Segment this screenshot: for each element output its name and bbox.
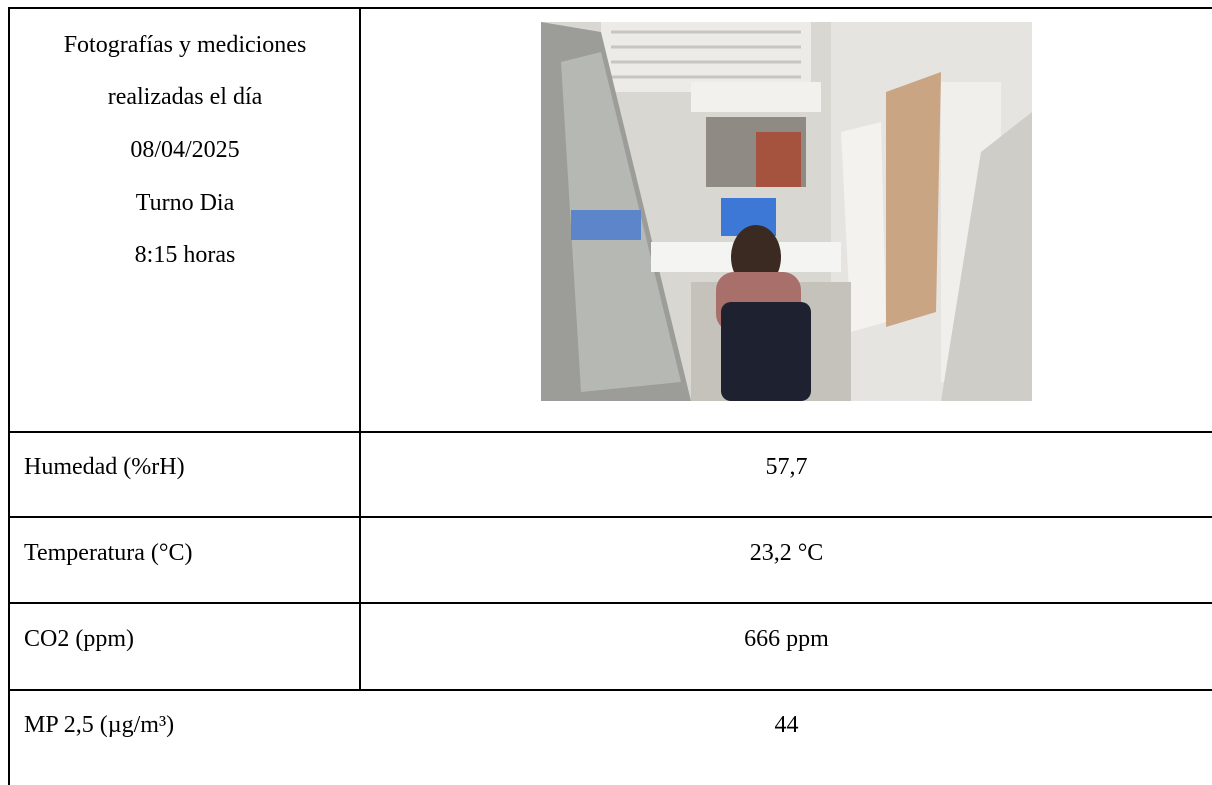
- column-divider: [359, 7, 361, 691]
- photo: [541, 22, 1032, 401]
- row-divider: [9, 602, 1212, 604]
- header-line: Fotografías y mediciones: [63, 32, 307, 58]
- row-value: 57,7: [765, 454, 808, 480]
- table-border: [8, 7, 10, 785]
- row-divider: [9, 516, 1212, 518]
- row-label: Humedad (%rH): [24, 454, 185, 480]
- header-line: 08/04/2025: [130, 137, 240, 163]
- header-line: Turno Dia: [135, 190, 235, 216]
- row-label: Temperatura (°C): [24, 540, 193, 566]
- table-border: [9, 7, 1212, 9]
- row-value: 44: [774, 712, 799, 738]
- row-value: 666 ppm: [744, 626, 829, 652]
- row-divider: [9, 431, 1212, 433]
- header-line: 8:15 horas: [134, 242, 236, 268]
- row-value: 23,2 °C: [749, 540, 824, 566]
- row-label: CO2 (ppm): [24, 626, 134, 652]
- row-label: MP 2,5 (µg/m³): [24, 712, 175, 738]
- header-line: realizadas el día: [107, 84, 263, 110]
- row-divider: [9, 689, 1212, 691]
